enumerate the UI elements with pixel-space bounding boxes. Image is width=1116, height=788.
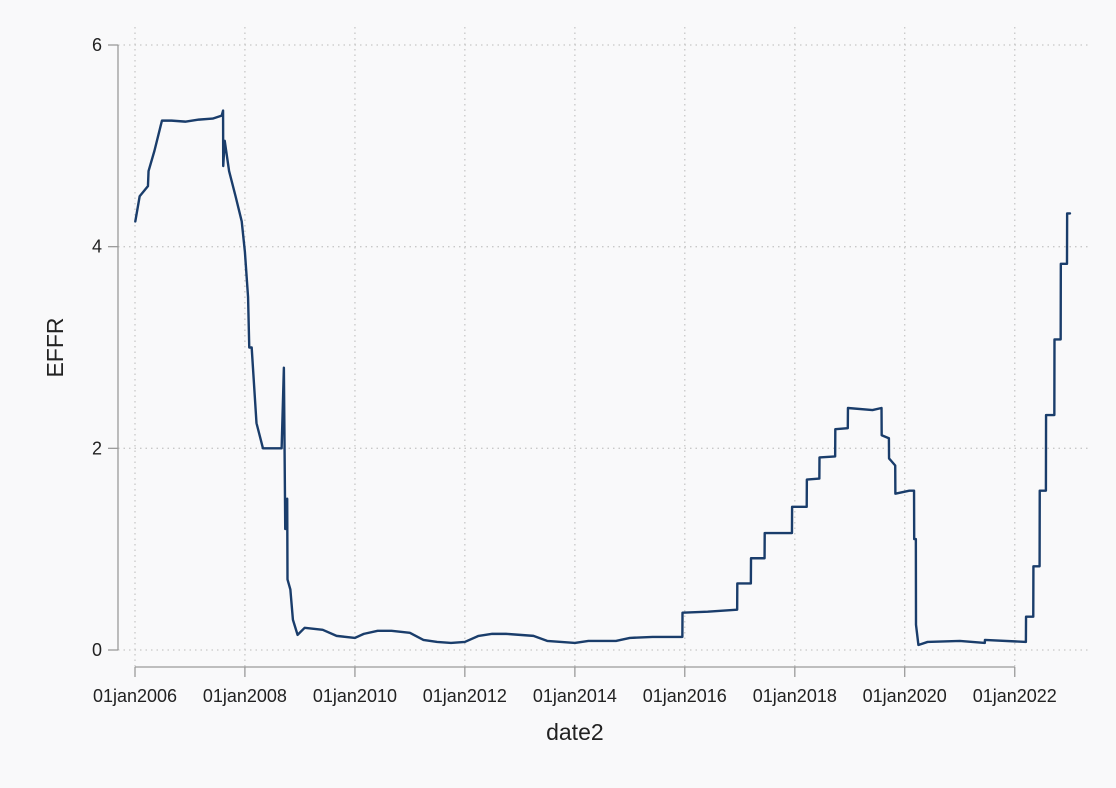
series-layer — [134, 109, 1072, 647]
x-tick-label: 01jan2014 — [533, 686, 617, 706]
x-tick-label: 01jan2018 — [753, 686, 837, 706]
x-tick-label: 01jan2006 — [93, 686, 177, 706]
x-tick-label: 01jan2010 — [313, 686, 397, 706]
x-tick-label: 01jan2016 — [643, 686, 727, 706]
x-tick-label: 01jan2020 — [863, 686, 947, 706]
y-tick-label: 6 — [92, 35, 102, 55]
y-tick-label: 4 — [92, 237, 102, 257]
effr-series-line — [134, 109, 1072, 647]
x-axis-title: date2 — [546, 719, 604, 745]
gridlines — [118, 27, 1088, 667]
axes: 0 2 4 6 01jan2006 01jan2008 01jan2010 01jan2012… — [92, 35, 1057, 706]
y-tick-label: 2 — [92, 438, 102, 458]
x-tick-label: 01jan2022 — [973, 686, 1057, 706]
x-tick-label: 01jan2008 — [203, 686, 287, 706]
x-tick-label: 01jan2012 — [423, 686, 507, 706]
y-tick-label: 0 — [92, 640, 102, 660]
y-axis-title: EFFR — [42, 317, 68, 377]
